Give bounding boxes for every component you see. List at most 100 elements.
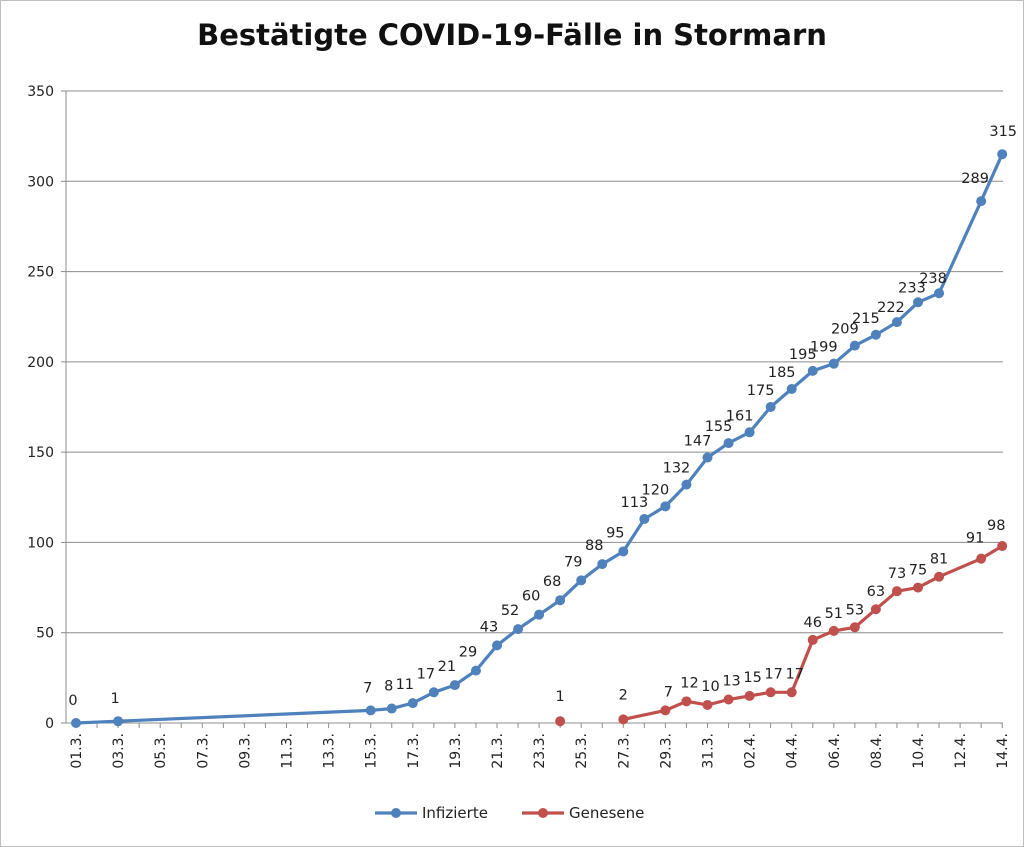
data-label: 10 <box>701 679 719 695</box>
data-point-infizierte <box>702 452 713 463</box>
x-tick-label: 09.3. <box>237 733 253 769</box>
data-label: 8 <box>384 679 393 695</box>
data-point-genesene <box>934 571 945 582</box>
data-label: 120 <box>642 482 670 498</box>
x-tick-label: 02.4. <box>743 733 759 769</box>
x-tick-label: 03.3. <box>111 733 127 769</box>
data-label: 1 <box>110 691 119 707</box>
x-tick-label: 13.3. <box>322 733 338 769</box>
data-point-infizierte <box>407 698 418 709</box>
legend-item-genesene: Genesene <box>522 804 644 822</box>
data-point-genesene <box>723 694 734 705</box>
data-point-genesene <box>976 553 987 564</box>
data-label: 73 <box>888 566 906 582</box>
data-label: 17 <box>764 666 782 682</box>
data-label: 2 <box>619 687 628 703</box>
data-point-genesene <box>828 625 839 636</box>
y-tick-label: 150 <box>27 445 54 461</box>
x-tick-label: 10.4. <box>911 733 927 769</box>
x-tick-label: 23.3. <box>532 733 548 769</box>
legend-swatch-marker <box>538 808 548 818</box>
data-point-genesene <box>765 687 776 698</box>
x-tick-label: 29.3. <box>658 733 674 769</box>
data-point-genesene <box>891 586 902 597</box>
data-point-infizierte <box>744 427 755 438</box>
data-point-genesene <box>786 687 797 698</box>
data-label: 21 <box>438 659 456 675</box>
data-label: 17 <box>785 666 803 682</box>
x-tick-label: 21.3. <box>490 733 506 769</box>
data-label: 233 <box>898 280 926 296</box>
data-point-infizierte <box>618 546 629 557</box>
y-tick-label: 50 <box>36 626 54 642</box>
data-label: 63 <box>867 584 885 600</box>
legend-label: Genesene <box>569 804 644 822</box>
legend-label: Infizierte <box>422 804 488 822</box>
x-axis-tick-labels: 01.3. 03.3. 05.3. 07.3. 09.3. 11.3. 13.3. 15.3.… <box>69 733 1011 769</box>
x-tick-label: 04.4. <box>785 733 801 769</box>
data-label: 1 <box>556 689 565 705</box>
data-label: 7 <box>664 684 673 700</box>
data-label: 95 <box>606 525 624 541</box>
data-label: 75 <box>909 563 927 579</box>
y-tick-label: 0 <box>45 716 54 732</box>
data-label: 185 <box>768 365 796 381</box>
axes <box>61 90 1003 728</box>
data-point-infizierte <box>639 513 650 524</box>
y-tick-label: 200 <box>27 355 54 371</box>
data-label: 29 <box>459 645 477 661</box>
x-tick-label: 17.3. <box>406 733 422 769</box>
x-tick-label: 06.4. <box>827 733 843 769</box>
data-label: 13 <box>722 674 740 690</box>
data-point-infizierte <box>71 718 81 728</box>
data-label: 68 <box>543 574 561 590</box>
data-label: 215 <box>852 311 880 327</box>
data-point-infizierte <box>470 665 481 676</box>
data-label: 209 <box>831 322 859 338</box>
chart-title: Bestätigte COVID-19-Fälle in Stormarn <box>197 18 827 52</box>
series-line-infizierte <box>74 152 1004 725</box>
data-point-infizierte <box>555 595 566 606</box>
data-label: 175 <box>747 383 775 399</box>
data-point-genesene <box>913 582 923 593</box>
legend: Infizierte Genesene <box>375 804 644 822</box>
data-label: 98 <box>987 518 1005 534</box>
data-point-infizierte <box>365 705 376 716</box>
data-point-infizierte <box>576 575 587 586</box>
x-tick-label: 12.4. <box>953 733 969 769</box>
data-label: 161 <box>726 408 754 424</box>
y-tick-label: 300 <box>27 174 54 190</box>
data-label: 11 <box>396 677 414 693</box>
x-tick-label: 11.3. <box>280 733 296 769</box>
data-point-infizierte <box>597 559 608 570</box>
data-label: 53 <box>846 602 864 618</box>
data-label: 46 <box>804 615 822 631</box>
x-tick-label: 25.3. <box>574 733 590 769</box>
data-label: 113 <box>621 495 649 511</box>
data-label: 222 <box>877 300 905 316</box>
data-point-infizierte <box>934 288 945 299</box>
x-tick-label: 31.3. <box>701 733 717 769</box>
data-point-genesene <box>997 541 1008 552</box>
data-point-infizierte <box>976 196 987 207</box>
data-point-infizierte <box>492 640 502 651</box>
x-tick-label: 19.3. <box>448 733 464 769</box>
data-point-genesene <box>618 714 629 725</box>
series-points <box>71 149 1008 728</box>
data-label: 51 <box>825 606 843 622</box>
data-point-genesene <box>681 696 692 707</box>
data-label: 195 <box>789 347 817 363</box>
data-label: 17 <box>417 666 435 682</box>
series-lines <box>74 152 1004 725</box>
data-label: 91 <box>966 531 984 547</box>
x-tick-label: 01.3. <box>69 733 85 769</box>
y-tick-label: 250 <box>27 265 54 281</box>
data-point-infizierte <box>681 479 692 490</box>
data-point-genesene <box>744 690 755 701</box>
data-point-genesene <box>660 705 671 716</box>
data-point-infizierte <box>660 501 671 512</box>
data-label: 81 <box>930 552 948 568</box>
